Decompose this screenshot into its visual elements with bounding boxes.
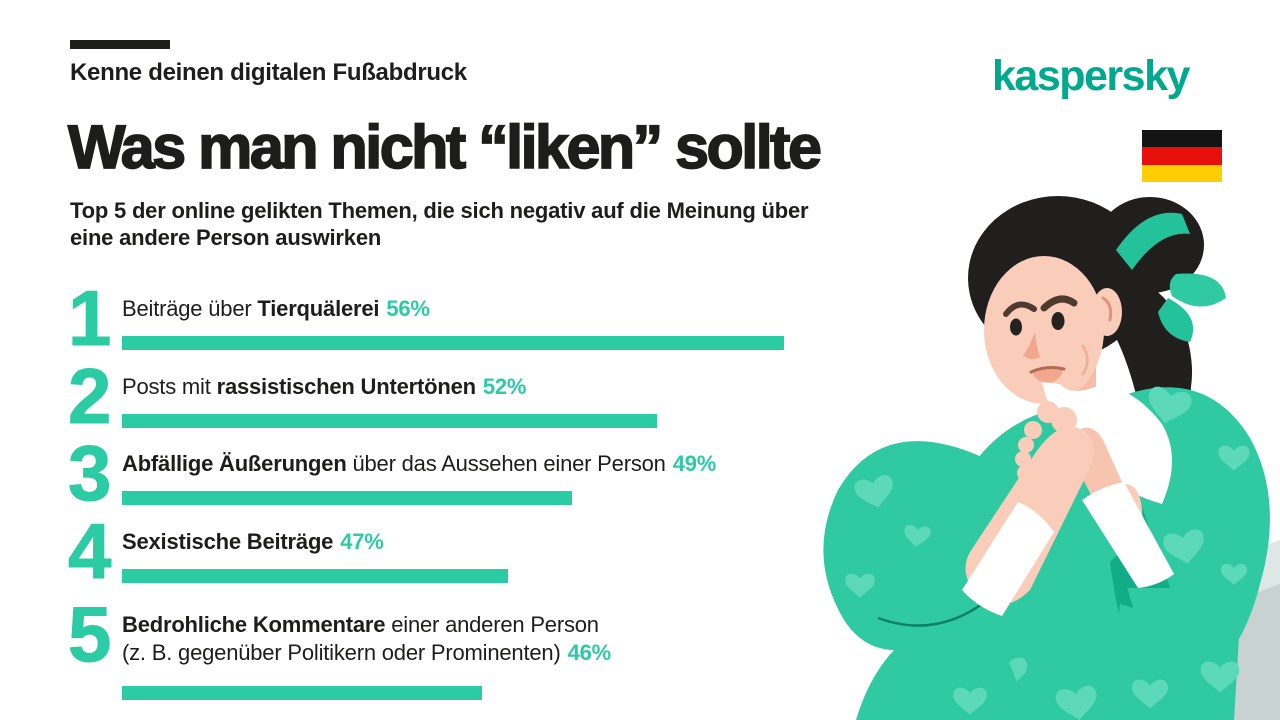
value-label: 49% [672, 451, 717, 476]
value-label: 47% [340, 529, 384, 554]
ear [1092, 288, 1122, 336]
label-prefix: Beiträge über [122, 296, 258, 321]
fist-fingers [1015, 401, 1077, 481]
label-suffix: einer anderen Person (z. B. gegenüber Po… [122, 612, 599, 665]
flag-stripe-red [1142, 147, 1222, 165]
face-features [1003, 295, 1089, 383]
label-bold: Sexistische Beiträge [122, 529, 334, 554]
rank-number: 3 [67, 429, 111, 517]
rank-label: Sexistische Beiträge 47% [122, 528, 842, 556]
sleeve-fold-line [877, 597, 991, 627]
flag-stripe-gold [1142, 164, 1222, 182]
value-label: 46% [567, 640, 612, 665]
left-eye [1010, 318, 1022, 336]
hair-ribbon [1116, 212, 1226, 342]
cuffs [962, 482, 1174, 616]
bar-value [122, 414, 657, 428]
nose [1023, 332, 1040, 360]
rank-label: Beiträge über Tierquälerei 56% [122, 295, 842, 323]
label-bold: Tierquälerei [257, 296, 380, 321]
bar-value [122, 336, 784, 350]
kaspersky-logo: kaspersky [992, 52, 1190, 100]
rank-row-3: 3 Abfällige Äußerungen über das Aussehen… [67, 434, 810, 523]
rank-number: 5 [67, 590, 111, 678]
rank-row-5: 5 Bedrohliche Kommentare einer anderen P… [67, 595, 810, 716]
right-eyebrow [1040, 295, 1078, 312]
label-bold: Bedrohliche Kommentare [122, 612, 386, 637]
right-eye [1051, 312, 1065, 330]
label-bold: Abfällige Äußerungen [122, 451, 347, 476]
page-subtitle: Top 5 der online gelikten Themen, die si… [70, 198, 809, 250]
mouth [1032, 368, 1063, 383]
bar-value [122, 491, 572, 505]
rank-number: 1 [67, 274, 111, 362]
label-suffix: über das Aussehen einer Person [346, 451, 666, 476]
header-accent-bar [70, 40, 170, 49]
flag-stripe-black [1142, 130, 1222, 148]
value-label: 52% [482, 374, 527, 399]
rank-row-1: 1 Beiträge über Tierquälerei 56% [67, 279, 810, 368]
rank-number: 4 [67, 507, 111, 595]
label-prefix: Posts mit [122, 374, 217, 399]
cheek-line [1081, 344, 1089, 376]
rank-row-4: 4 Sexistische Beiträge 47% [67, 512, 810, 601]
rank-label: Bedrohliche Kommentare einer anderen Per… [122, 611, 842, 667]
left-eyebrow [1003, 301, 1037, 317]
page-title: Was man nicht “liken” sollte [67, 112, 823, 182]
kicker-text: Kenne deinen digitalen Fußabdruck [70, 59, 467, 86]
bar-value [122, 569, 508, 583]
worried-woman-illustration [823, 196, 1280, 720]
germany-flag-icon [1142, 130, 1222, 182]
bar-value [122, 686, 482, 700]
rank-number: 2 [67, 352, 111, 440]
rank-row-2: 2 Posts mit rassistischen Untertönen 52% [67, 357, 810, 446]
rank-label: Posts mit rassistischen Untertönen 52% [122, 373, 842, 401]
value-label: 56% [386, 296, 430, 321]
rank-label: Abfällige Äußerungen über das Aussehen e… [122, 450, 842, 478]
face [984, 256, 1104, 404]
label-bold: rassistischen Untertönen [216, 374, 476, 399]
